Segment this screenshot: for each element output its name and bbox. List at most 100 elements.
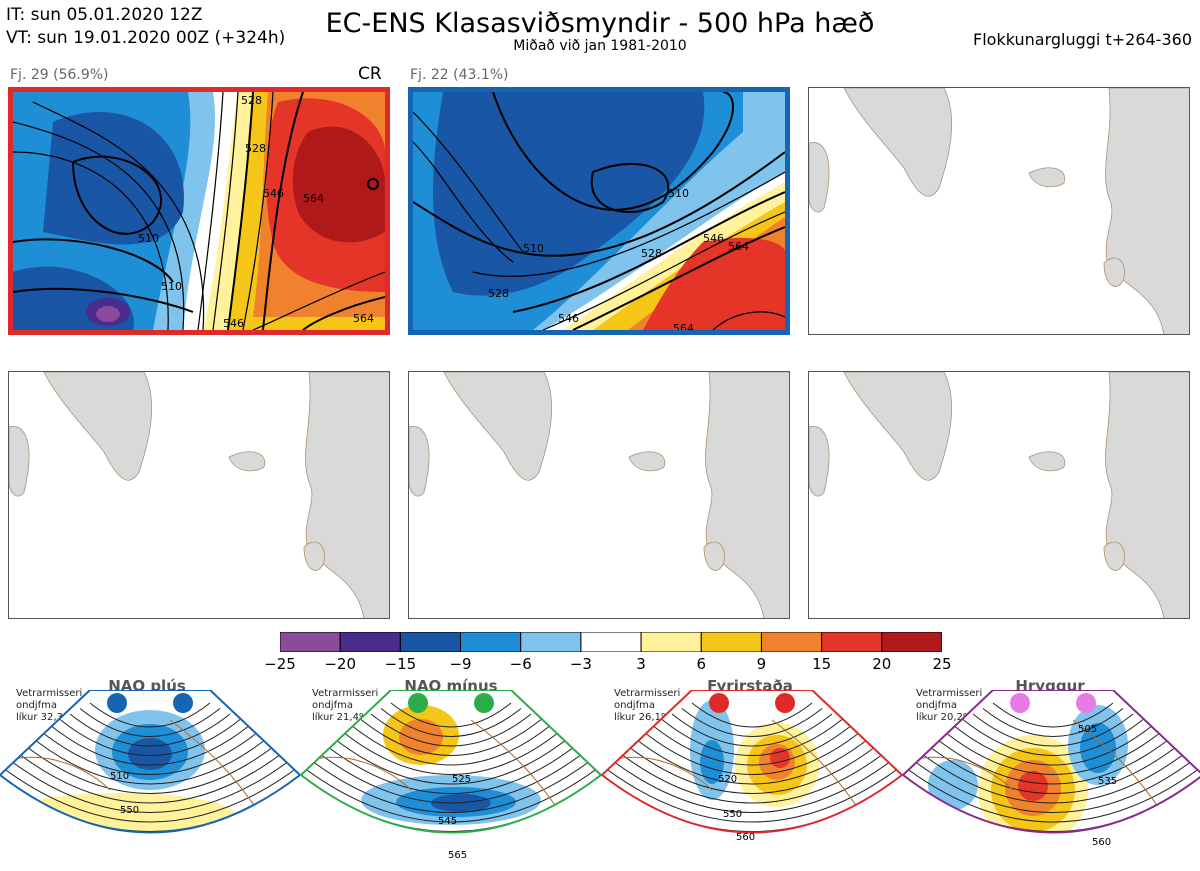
height-contour bbox=[69, 713, 231, 747]
regime-contour-label: 520 bbox=[718, 774, 737, 785]
height-contour bbox=[631, 735, 873, 785]
valid-time: VT: sun 19.01.2020 00Z (+324h) bbox=[6, 28, 286, 48]
cluster-1-contour-label: 564 bbox=[303, 192, 324, 205]
height-contour bbox=[29, 735, 271, 785]
height-contour bbox=[912, 746, 1194, 804]
regime-map bbox=[602, 690, 902, 833]
regime-dot bbox=[474, 693, 494, 713]
height-contour bbox=[602, 752, 902, 813]
height-contour bbox=[903, 752, 1200, 813]
height-contour bbox=[922, 741, 1184, 794]
height-contour bbox=[380, 708, 522, 737]
regime-dot bbox=[1076, 693, 1096, 713]
iceland-land bbox=[1028, 451, 1066, 472]
cluster-2-contour-label: 546 bbox=[558, 312, 579, 325]
height-contour bbox=[932, 735, 1174, 785]
regime-info-blocking: Vetrarmisseri ondjfma líkur 26,1% bbox=[614, 688, 681, 723]
cluster-1-label: Fj. 29 (56.9%) bbox=[10, 67, 109, 83]
height-contour bbox=[681, 708, 823, 737]
colorbar-swatch bbox=[580, 631, 642, 653]
anomaly-blob bbox=[399, 719, 443, 755]
regime-dot bbox=[709, 693, 729, 713]
height-contour bbox=[903, 757, 1200, 823]
height-contour bbox=[39, 730, 261, 775]
height-contour bbox=[79, 708, 221, 737]
colorbar-tick-label: 25 bbox=[932, 655, 952, 673]
cluster-2-contour-label: 528 bbox=[641, 247, 662, 260]
anomaly-blob bbox=[1080, 723, 1116, 773]
cluster-1-contour-label: 510 bbox=[138, 232, 159, 245]
colorbar bbox=[279, 631, 943, 653]
cluster-2-contour-label: 564 bbox=[673, 322, 694, 330]
colorbar-tick-label: −6 bbox=[509, 655, 532, 673]
colorbar-swatches bbox=[279, 631, 943, 653]
regime-contour-label: 560 bbox=[1092, 837, 1111, 848]
regime-maps: 510 550 525 545 565 520 550 560 505 535 … bbox=[0, 690, 1200, 864]
canada-land bbox=[809, 142, 830, 213]
regime-contour-label: 510 bbox=[110, 771, 129, 782]
cluster-1-contour-label: 510 bbox=[161, 280, 182, 293]
initial-time: IT: sun 05.01.2020 12Z bbox=[6, 5, 203, 25]
canada-land bbox=[9, 426, 30, 497]
regime-contour-label: 565 bbox=[448, 850, 467, 861]
height-contour bbox=[320, 741, 582, 794]
height-contour bbox=[611, 746, 893, 804]
colorbar-tick-label: −20 bbox=[324, 655, 356, 673]
anomaly-blob bbox=[1015, 852, 1051, 864]
height-contour bbox=[982, 708, 1124, 737]
height-contour bbox=[301, 752, 601, 813]
cluster-2-contour-label: 546 bbox=[703, 232, 724, 245]
height-contour bbox=[972, 713, 1134, 747]
cluster-2-contour-label: 510 bbox=[668, 187, 689, 200]
page-title: EC-ENS Klasasviðsmyndir - 500 hPa hæð bbox=[325, 8, 875, 39]
regime-frame bbox=[901, 690, 1200, 834]
british-isles-land bbox=[1103, 541, 1125, 571]
greenland-land bbox=[43, 372, 153, 481]
colorbar-swatch bbox=[881, 631, 943, 653]
colorbar-tick-label: −15 bbox=[384, 655, 417, 673]
height-contour bbox=[0, 752, 300, 813]
regime-map bbox=[301, 690, 601, 833]
regime-map bbox=[903, 690, 1200, 864]
cluster-2-contour-label: 528 bbox=[488, 287, 509, 300]
cluster-2-map: 510 510 528 546 564 528 546 564 bbox=[408, 87, 790, 335]
anomaly-blob bbox=[700, 740, 724, 784]
iceland-land bbox=[628, 451, 666, 472]
height-contour bbox=[89, 702, 211, 728]
regime-dot bbox=[1010, 693, 1030, 713]
height-contour bbox=[301, 757, 601, 823]
british-isles-land bbox=[303, 541, 325, 571]
height-contour bbox=[661, 719, 843, 756]
colorbar-tick-label: 3 bbox=[636, 655, 646, 673]
cluster-1-anomaly-field: 510 510 528 546 564 564 546 528 bbox=[13, 92, 385, 330]
empty-cluster-map bbox=[808, 87, 1190, 335]
empty-cluster-map bbox=[808, 371, 1190, 619]
header-run-info: IT: sun 05.01.2020 12Z VT: sun 19.01.202… bbox=[6, 4, 285, 50]
cluster-1-contour-label: 528 bbox=[245, 142, 266, 155]
canada-land bbox=[809, 426, 830, 497]
height-contour bbox=[992, 702, 1114, 728]
height-contour bbox=[330, 735, 572, 785]
regime-contour-label: 550 bbox=[723, 809, 742, 820]
height-contour bbox=[59, 719, 241, 756]
british-isles-land bbox=[703, 541, 725, 571]
empty-cluster-map bbox=[8, 371, 390, 619]
colorbar-tick-label: 9 bbox=[756, 655, 767, 673]
height-contour bbox=[360, 719, 542, 756]
cluster-1-contour-label: 564 bbox=[353, 312, 374, 325]
cluster-2-contour-label: 564 bbox=[728, 240, 749, 253]
greenland-land bbox=[843, 88, 953, 197]
colorbar-swatch bbox=[700, 631, 762, 653]
colorbar-swatch bbox=[339, 631, 401, 653]
regime-map bbox=[0, 690, 300, 833]
colorbar-tick-label: −3 bbox=[569, 655, 592, 673]
height-contour bbox=[49, 724, 251, 766]
regime-dot bbox=[775, 693, 795, 713]
regime-info-nao-minus: Vetrarmisseri ondjfma líkur 21,4% bbox=[312, 688, 379, 723]
europe-land bbox=[705, 372, 789, 618]
height-contour bbox=[942, 730, 1164, 775]
cluster-1-contour-label: 546 bbox=[223, 317, 244, 330]
europe-land bbox=[305, 372, 389, 618]
colorbar-tick-label: 20 bbox=[872, 655, 892, 673]
colorbar-swatch bbox=[760, 631, 823, 653]
